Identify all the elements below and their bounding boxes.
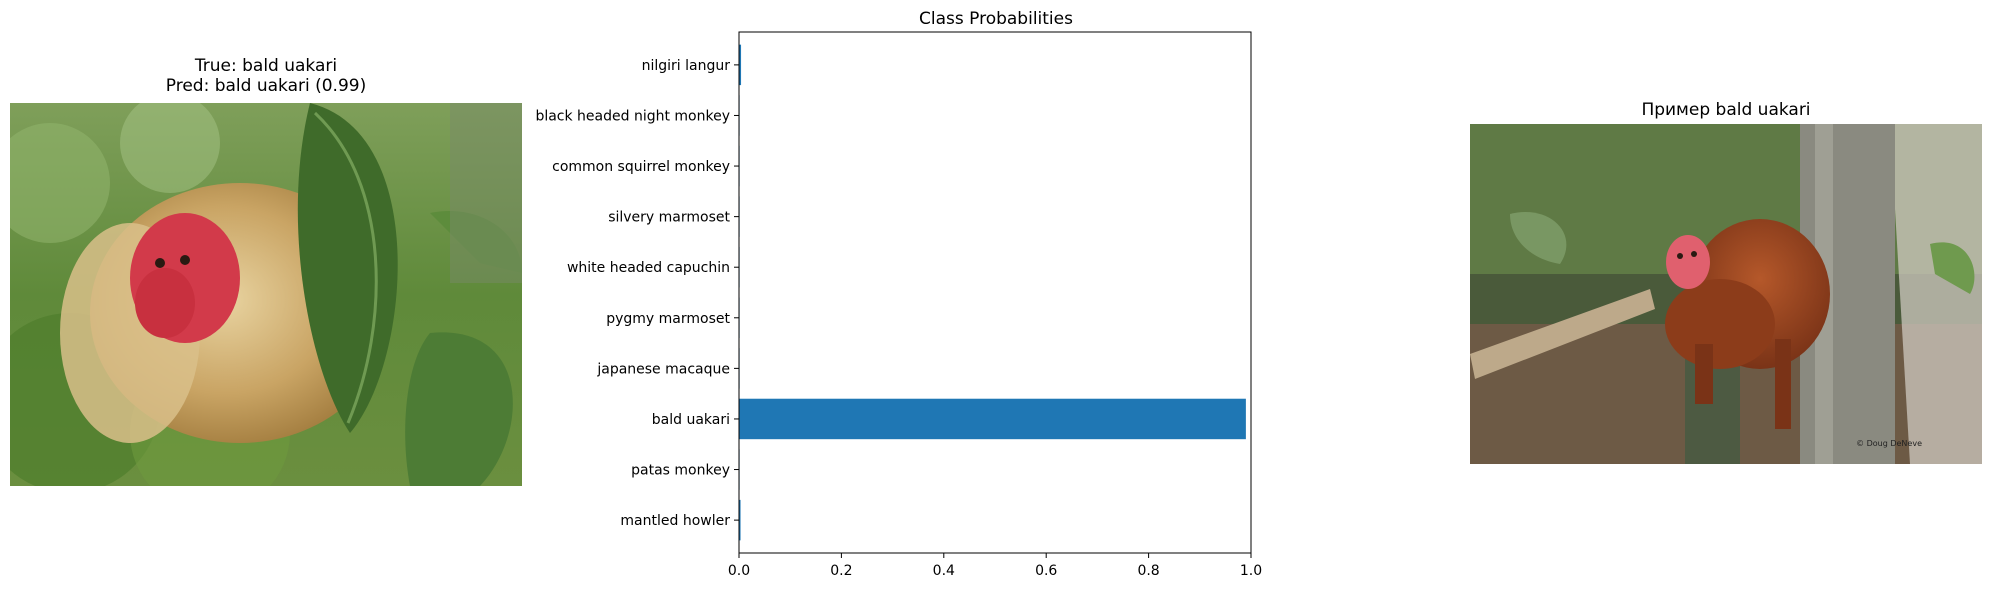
left-panel-title: True: bald uakari Pred: bald uakari (0.9… — [10, 56, 522, 96]
test-image — [10, 103, 522, 486]
y-tick-label: silvery marmoset — [608, 210, 730, 226]
pred-label: Pred: bald uakari (0.99) — [165, 76, 367, 96]
y-tick-label: white headed capuchin — [567, 260, 730, 276]
bar-mantled-howler — [739, 499, 741, 541]
right-panel-title: Пример bald uakari — [1641, 100, 1811, 120]
y-tick-label: mantled howler — [620, 513, 730, 529]
x-tick-label: 0.2 — [830, 563, 852, 579]
bar-bald-uakari — [739, 398, 1246, 440]
y-tick-label: bald uakari — [652, 412, 730, 428]
y-tick-label: japanese macaque — [596, 361, 730, 377]
y-tick-label: common squirrel monkey — [552, 159, 730, 175]
y-tick-label: black headed night monkey — [535, 108, 730, 124]
x-tick-label: 1.0 — [1240, 563, 1262, 579]
chart-title: Class Probabilities — [919, 9, 1073, 29]
y-tick-label: pygmy marmoset — [606, 311, 730, 327]
example-image: © Doug DeNeve — [1470, 124, 1982, 464]
x-tick-label: 0.8 — [1137, 563, 1159, 579]
y-tick-label: nilgiri langur — [642, 58, 731, 74]
photo-credit: © Doug DeNeve — [1856, 439, 1922, 448]
true-label: True: bald uakari — [194, 56, 338, 76]
plot-frame — [738, 31, 1252, 554]
bar-nilgiri-langur — [739, 44, 742, 86]
x-tick-label: 0.6 — [1035, 563, 1057, 579]
x-tick-label: 0.4 — [933, 563, 955, 579]
y-tick-label: patas monkey — [631, 463, 730, 479]
x-tick-label: 0.0 — [728, 563, 750, 579]
